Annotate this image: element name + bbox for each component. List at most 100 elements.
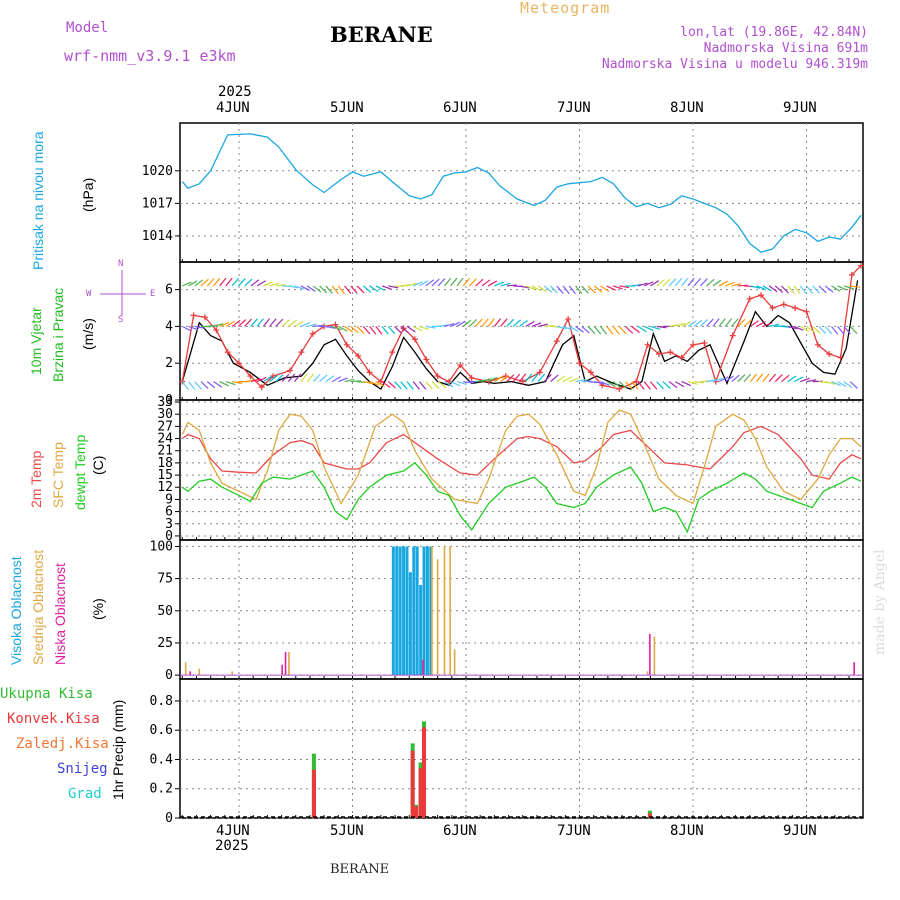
wind-arrow: [756, 285, 767, 291]
wind-arrow: [575, 378, 586, 383]
wind-arrow: [431, 278, 440, 287]
mid_cloud-bar: [436, 559, 439, 676]
wind-arrow: [425, 381, 433, 390]
wind-arrow: [344, 378, 355, 383]
wind-arrow: [581, 285, 589, 294]
high_cloud-bar: [395, 546, 399, 676]
conv_precip-bar: [414, 806, 419, 818]
date-top: 4JUN: [216, 100, 250, 116]
wind-arrow: [200, 381, 209, 390]
wind-arrow: [643, 381, 651, 390]
wind-arrow: [581, 380, 592, 383]
wind-arrow: [344, 285, 352, 295]
wind-arrow: [506, 374, 515, 383]
legend-snow: Snijeg: [57, 761, 108, 777]
wind-arrow: [188, 381, 196, 390]
wind-arrow: [693, 319, 703, 327]
wind-arrow: [475, 278, 484, 287]
wind-arrow: [800, 377, 810, 383]
wind-arrow: [506, 284, 517, 287]
wind-arrow: [612, 285, 623, 290]
wind-arrow: [618, 325, 627, 335]
wind-arrow: [525, 285, 536, 290]
wind-arrow: [394, 381, 402, 390]
wind-arrow: [281, 373, 290, 383]
wind-arrow: [231, 319, 241, 327]
high_cloud-bar: [402, 546, 406, 676]
legend-hail: Grad: [68, 786, 102, 802]
y-tick-label: 25: [157, 636, 173, 651]
wind-arrow: [375, 326, 383, 335]
wind-arrow: [232, 381, 243, 384]
wind-arrow: [462, 319, 472, 327]
wind-arrow: [687, 320, 697, 327]
wind_speed-line: [181, 280, 859, 390]
wind-arrow: [462, 277, 471, 287]
wind-arrow: [219, 321, 230, 327]
gust-marker: [644, 341, 651, 348]
gust-marker: [190, 312, 197, 319]
sfc-line: [181, 409, 862, 505]
gust-marker: [655, 351, 662, 357]
wind-arrow: [781, 285, 789, 294]
wind-arrow: [600, 381, 610, 386]
wind-arrow: [250, 378, 261, 383]
wind-arrow: [456, 277, 464, 287]
wind-arrow: [656, 279, 665, 287]
date-bottom: 7JUN: [557, 823, 591, 839]
wind-arrow: [406, 282, 417, 287]
wind-arrow: [525, 321, 535, 327]
wind-arrow: [781, 374, 790, 383]
wind-arrow: [669, 324, 680, 327]
wind-arrow: [425, 325, 436, 329]
wind-arrow: [350, 380, 361, 383]
wind-arrow: [225, 277, 233, 287]
wind-arrow: [331, 325, 342, 331]
gust-marker: [803, 308, 810, 315]
wind-arrow: [425, 279, 434, 287]
gust-marker: [332, 321, 339, 328]
high_cloud-bar: [419, 585, 423, 676]
y-tick-label: 0: [165, 668, 173, 683]
wind-arrow: [556, 325, 567, 330]
wind-arrow: [387, 381, 397, 389]
year-bottom: 2025: [215, 838, 249, 854]
page-title: BERANE: [330, 22, 433, 47]
wind-arrow: [306, 285, 316, 293]
panel-frame: [179, 122, 864, 263]
wind-arrow: [600, 326, 608, 335]
wind-arrow: [369, 285, 379, 292]
wind-arrow: [468, 278, 477, 287]
wind-arrow: [456, 381, 467, 386]
wind-arrow: [338, 377, 348, 383]
wind-arrow: [256, 376, 267, 383]
wind-arrow: [344, 325, 354, 333]
wind-arrow: [288, 285, 299, 289]
wind-arrow: [312, 373, 321, 383]
wind-arrow: [662, 381, 671, 389]
temp2m-line: [181, 425, 862, 480]
wind-arrow: [406, 381, 414, 390]
wind-arrow: [463, 381, 474, 384]
wind-arrow: [412, 281, 423, 287]
wind-arrow: [381, 381, 391, 388]
wind-arrow: [331, 376, 342, 383]
wind-arrow: [550, 374, 559, 383]
pressure-line: [181, 133, 862, 253]
wind-arrow: [749, 373, 758, 382]
wind-arrow: [699, 278, 708, 287]
wind-arrow: [812, 325, 821, 334]
wind-arrow: [312, 285, 322, 293]
wind-arrow: [325, 375, 335, 383]
y-tick-label: 9: [165, 492, 173, 507]
wind-arrow: [731, 318, 739, 327]
wind-arrow: [793, 285, 801, 295]
wind-arrow: [812, 285, 820, 294]
wind-arrow: [337, 285, 345, 295]
wind-arrow: [194, 325, 205, 329]
wind-arrow: [450, 321, 461, 327]
wind-arrow: [550, 285, 558, 294]
gust-marker: [565, 316, 572, 323]
wind-arrow: [569, 377, 579, 383]
wind-arrow: [487, 318, 495, 327]
